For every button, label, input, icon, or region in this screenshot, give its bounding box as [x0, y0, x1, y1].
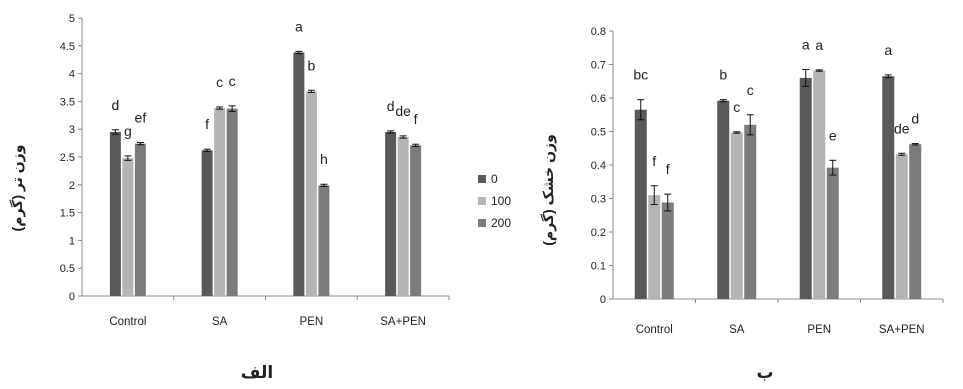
- legend-swatch-0: [478, 175, 486, 183]
- dry-weight-bar: [648, 195, 661, 299]
- dry-weight-bar: [895, 154, 908, 299]
- legend-label-200: 200: [491, 216, 511, 230]
- dry-weight-bar: [634, 109, 647, 299]
- fresh-weight-bar: [214, 108, 226, 297]
- dry-weight-bar: [730, 132, 743, 299]
- fresh-weight-significance-letter: d: [387, 98, 395, 114]
- legend-swatch-100: [478, 197, 486, 205]
- fresh-weight-bar: [134, 143, 146, 296]
- dry-weight-ytick-label: 0.6: [591, 93, 606, 105]
- dry-weight-significance-letter: a: [884, 42, 892, 58]
- fresh-weight-ytick-label: 1.5: [60, 208, 75, 220]
- dry-weight-significance-letter: bc: [633, 67, 648, 83]
- fresh-weight-bar: [293, 52, 305, 296]
- fresh-weight-significance-letter: f: [414, 111, 418, 127]
- dry-weight-ytick-label: 0: [600, 294, 606, 306]
- fresh-weight-bar: [201, 150, 213, 296]
- dry-weight-ytick-label: 0.5: [591, 127, 606, 139]
- dry-weight-ytick-label: 0.3: [591, 194, 606, 206]
- dry-weight-panel-label: ب: [756, 363, 773, 382]
- fresh-weight-significance-letter: c: [216, 74, 223, 90]
- fresh-weight-ytick-label: 4.5: [60, 41, 75, 53]
- dry-weight-ytick-label: 0.7: [591, 60, 606, 72]
- fresh-weight-significance-letter: g: [124, 123, 132, 139]
- dry-weight-bar: [799, 77, 812, 300]
- legend-swatch-200: [478, 219, 486, 227]
- fresh-weight-significance-letter: a: [295, 18, 303, 34]
- dry-weight-plot-area: 00.10.20.30.40.50.60.70.8ControlbcffSAbc…: [591, 26, 944, 336]
- fresh-weight-bar: [410, 145, 422, 296]
- dry-weight-ytick-label: 0.4: [591, 160, 606, 172]
- fresh-weight-significance-letter: f: [205, 116, 209, 132]
- legend-item-100: 100: [478, 194, 511, 208]
- fresh-weight-significance-letter: b: [307, 57, 315, 73]
- dry-weight-significance-letter: d: [911, 111, 919, 127]
- fresh-weight-category-label: SA: [212, 316, 228, 328]
- dry-weight-ylabel: وزن خشک (گرم): [540, 134, 557, 246]
- dry-weight-significance-letter: b: [719, 67, 727, 83]
- legend: 0 100 200: [478, 172, 511, 230]
- fresh-weight-category-label: Control: [109, 316, 146, 328]
- fresh-weight-ytick-label: 5: [69, 13, 75, 25]
- fresh-weight-category-label: PEN: [300, 316, 324, 328]
- dry-weight-category-label: SA+PEN: [879, 324, 925, 336]
- fresh-weight-ytick-label: 1: [69, 235, 75, 247]
- dry-weight-bar: [909, 144, 922, 299]
- fresh-weight-significance-letter: de: [395, 103, 411, 119]
- dry-weight-significance-letter: f: [652, 153, 656, 169]
- dry-weight-bar: [882, 76, 895, 299]
- dry-weight-bar: [717, 100, 730, 300]
- dry-weight-ytick-label: 0.1: [591, 261, 606, 273]
- fresh-weight-significance-letter: d: [111, 97, 119, 113]
- fresh-weight-bar: [226, 108, 238, 297]
- fresh-weight-bar: [109, 131, 121, 296]
- legend-item-0: 0: [478, 172, 498, 186]
- dry-weight-chart: 00.10.20.30.40.50.60.70.8ControlbcffSAbc…: [540, 26, 944, 382]
- dry-weight-significance-letter: c: [747, 82, 754, 98]
- fresh-weight-ylabel: وزن تر (گرم): [9, 145, 26, 232]
- dry-weight-ytick-label: 0.2: [591, 227, 606, 239]
- dry-weight-bar: [744, 124, 757, 299]
- fresh-weight-panel-label: الف: [241, 363, 273, 382]
- dry-weight-significance-letter: c: [733, 99, 740, 115]
- dry-weight-category-label: SA: [729, 324, 745, 336]
- fresh-weight-ytick-label: 2.5: [60, 152, 75, 164]
- dry-weight-significance-letter: a: [815, 37, 823, 53]
- dry-weight-ytick-label: 0.8: [591, 26, 606, 38]
- fresh-weight-ytick-label: 2: [69, 180, 75, 192]
- fresh-weight-ytick-label: 0: [69, 291, 75, 303]
- fresh-weight-significance-letter: c: [229, 73, 236, 89]
- dry-weight-bar: [661, 202, 674, 299]
- fresh-weight-significance-letter: h: [320, 151, 328, 167]
- fresh-weight-bar: [305, 91, 317, 296]
- fresh-weight-ytick-label: 0.5: [60, 263, 75, 275]
- fresh-weight-bar: [122, 158, 134, 296]
- legend-label-100: 100: [491, 194, 511, 208]
- fresh-weight-ytick-label: 3.5: [60, 96, 75, 108]
- fresh-weight-bar: [397, 136, 409, 296]
- fresh-weight-bar: [385, 131, 397, 296]
- dry-weight-category-label: PEN: [807, 324, 831, 336]
- fresh-weight-significance-letter: ef: [135, 110, 147, 126]
- dry-weight-bar: [826, 167, 839, 299]
- dry-weight-significance-letter: f: [666, 161, 670, 177]
- fresh-weight-category-label: SA+PEN: [380, 316, 426, 328]
- legend-item-200: 200: [478, 216, 511, 230]
- fresh-weight-bar: [318, 185, 330, 296]
- dry-weight-significance-letter: e: [829, 127, 837, 143]
- fresh-weight-ytick-label: 3: [69, 124, 75, 136]
- dry-weight-significance-letter: a: [802, 37, 810, 53]
- dry-weight-bar: [813, 70, 826, 299]
- dry-weight-category-label: Control: [636, 324, 673, 336]
- fresh-weight-ytick-label: 4: [69, 69, 75, 81]
- dry-weight-significance-letter: de: [894, 120, 910, 136]
- legend-label-0: 0: [491, 172, 498, 186]
